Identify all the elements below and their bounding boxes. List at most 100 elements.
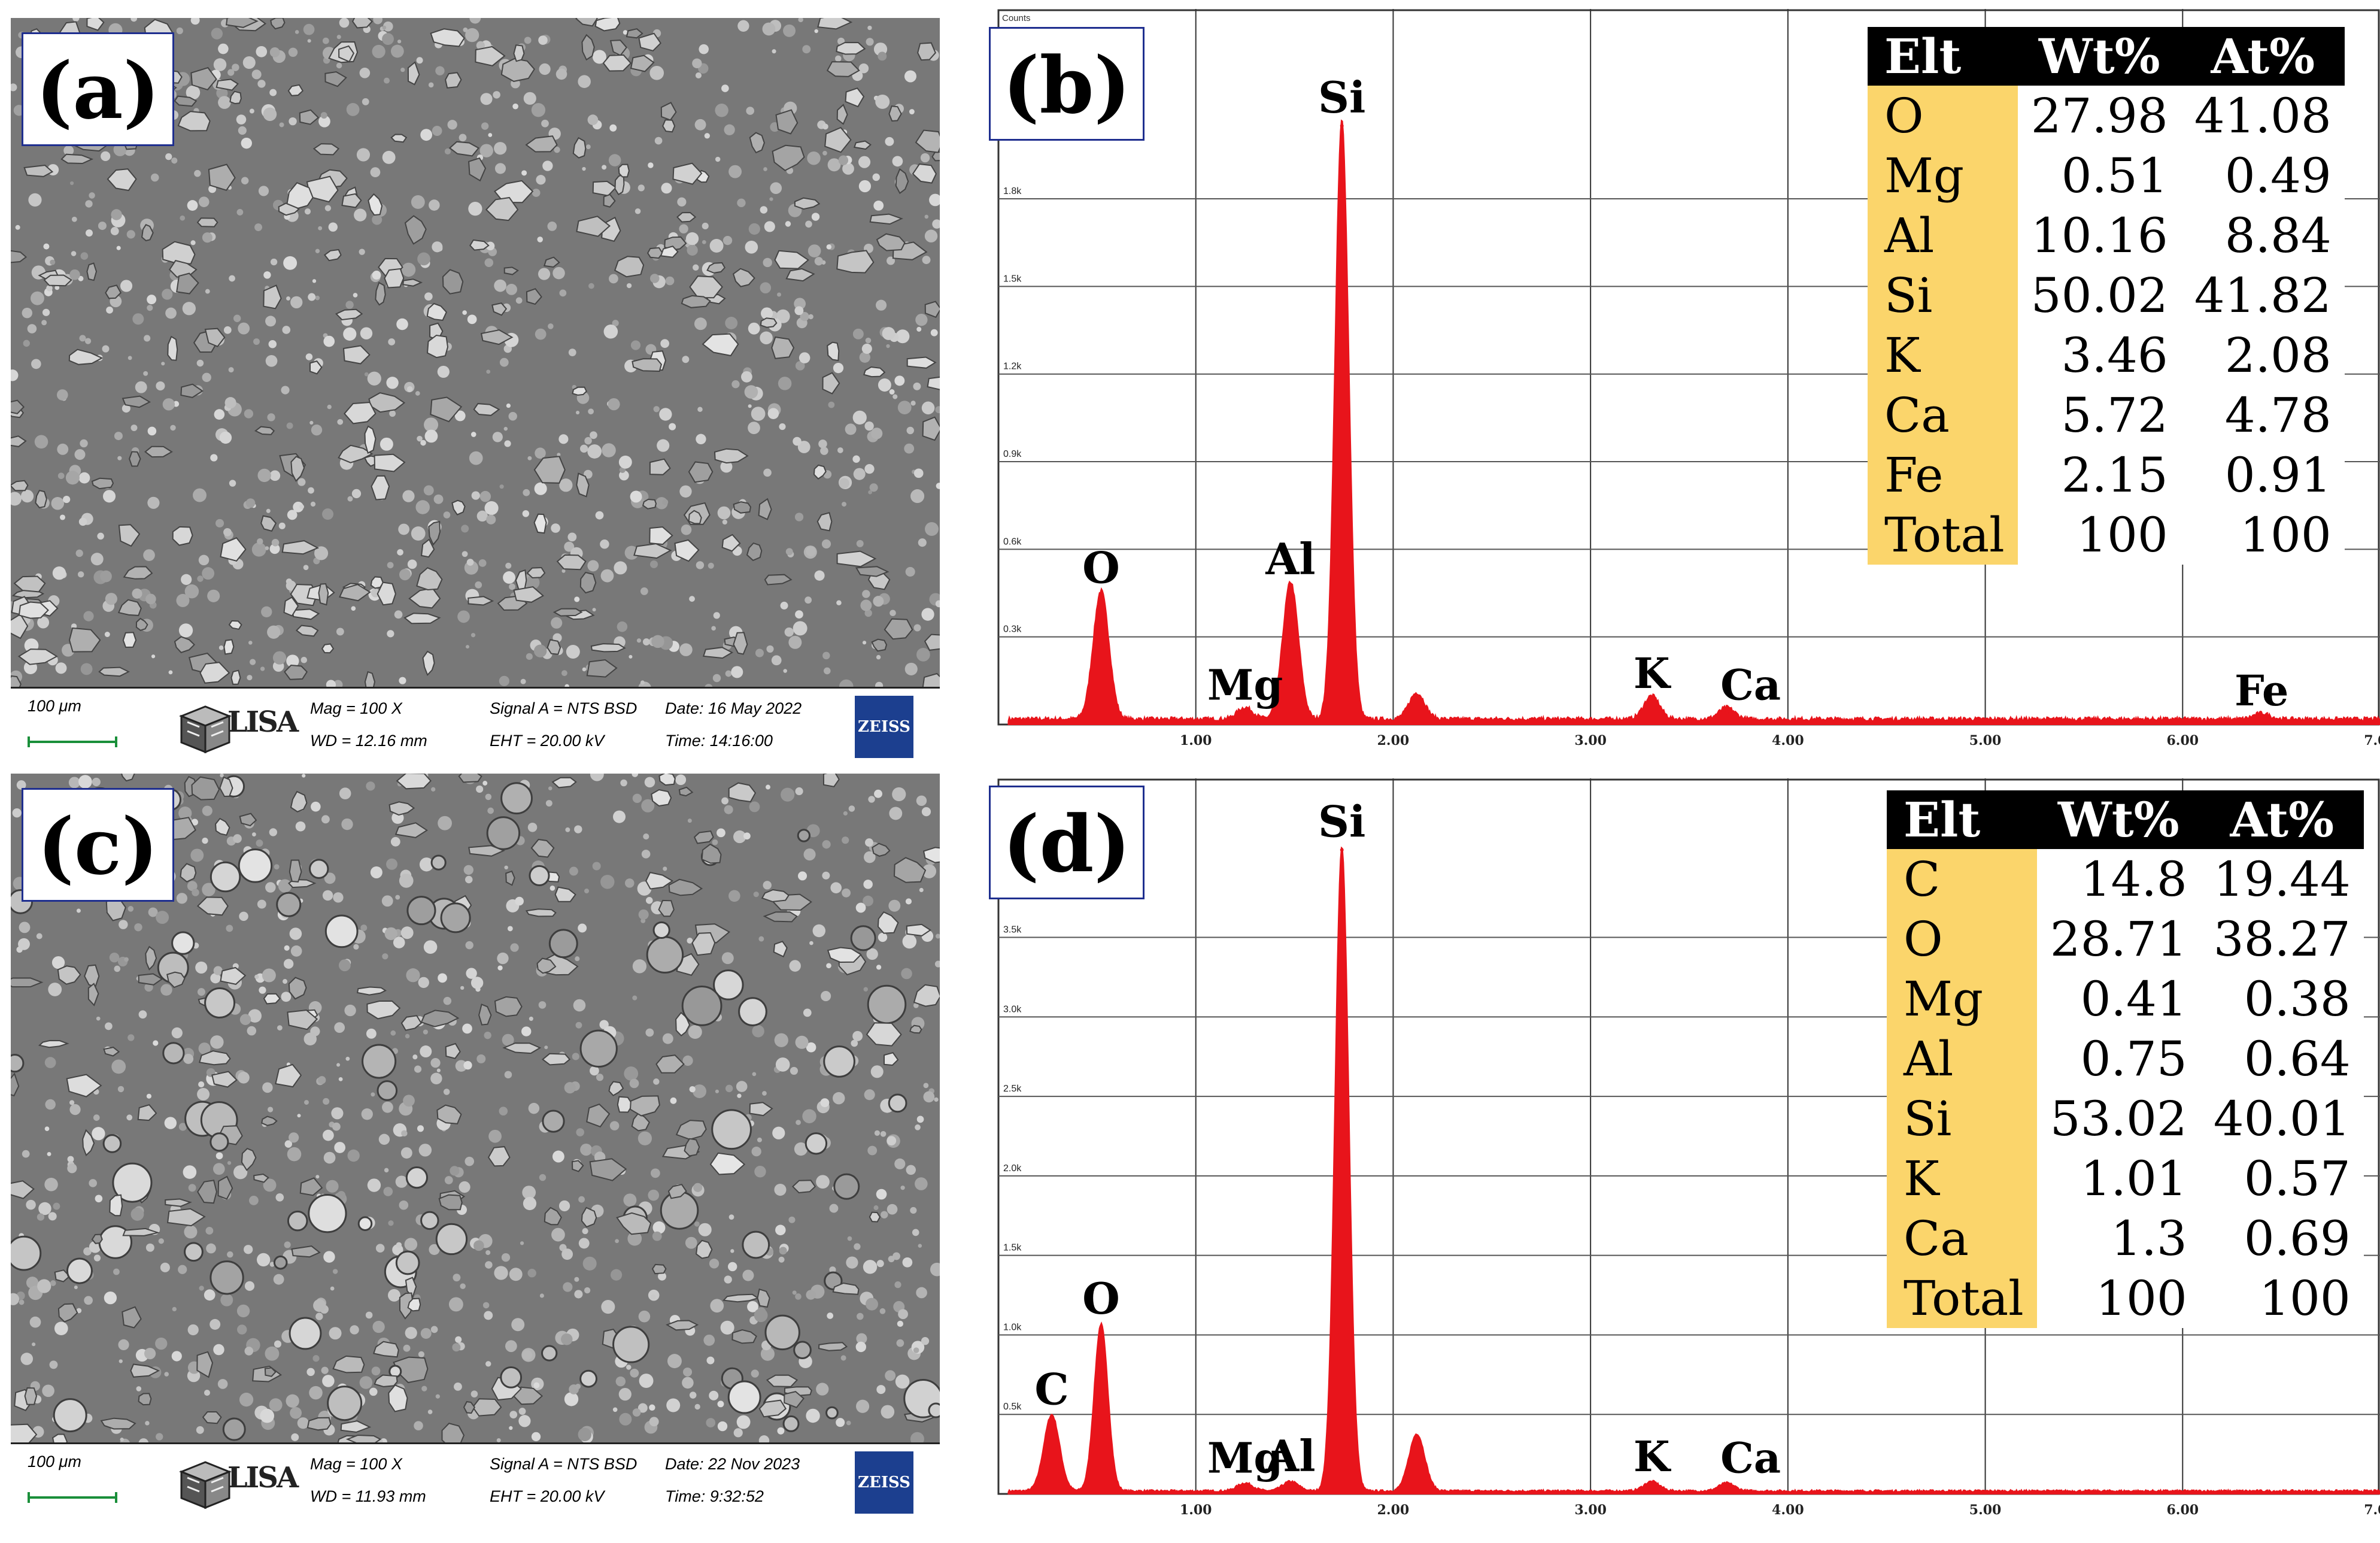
wt-cell: 27.98 (2017, 86, 2181, 145)
sem-databar-c: 100 μm LISA Mag = 100 X WD = 11.93 mm Si… (11, 1442, 940, 1519)
x-tick-label: 1.00 (1180, 1502, 1212, 1518)
sem-micrograph-c (11, 774, 940, 1444)
peak-point (1050, 1415, 1054, 1420)
wt-cell: 28.71 (2036, 909, 2200, 969)
table-row: K 1.01 0.57 (1887, 1148, 2364, 1208)
header-wt: Wt% (2036, 790, 2200, 849)
x-tick-label: 6.00 (2166, 733, 2199, 748)
wt-cell: 100 (2036, 1268, 2200, 1328)
at-cell: 38.27 (2200, 909, 2364, 969)
scale-text: 100 μm (28, 697, 81, 715)
table-row: Mg 0.51 0.49 (1868, 145, 2345, 205)
time-text: Time: 9:32:52 (665, 1487, 764, 1505)
table-row: O 27.98 41.08 (1868, 86, 2345, 145)
header-elt: Elt (1887, 790, 2037, 849)
table-row: Mg 0.41 0.38 (1887, 969, 2364, 1029)
y-tick-label: 0.9k (1003, 449, 1022, 459)
y-tick-label: 1.2k (1003, 362, 1022, 372)
sem-image-a: (a) 100 μm LISA Mag = 100 X WD = 12.16 m… (11, 18, 940, 763)
element-cell: Al (1887, 1029, 2037, 1089)
eds-spectrum-b: 0.3k 0.6k 0.9k 1.2k 1.5k 1.8k 1.00 2.00 3.00 4.00… (982, 9, 2380, 750)
table-header-row: Elt Wt% At% (1868, 27, 2345, 86)
lisa-cube-logo (178, 705, 232, 754)
at-cell: 0.91 (2181, 445, 2345, 505)
peak-point (1288, 585, 1292, 589)
x-tick-label: 4.00 (1772, 1502, 1804, 1518)
peak-label: O (1082, 1273, 1120, 1324)
element-cell: Total (1868, 505, 2018, 565)
panel-label-b: (b) (989, 27, 1145, 141)
scale-bar (28, 736, 117, 747)
peak-label: Si (1318, 796, 1365, 847)
y-tick-label: 1.0k (1003, 1322, 1022, 1332)
at-cell: 41.82 (2181, 265, 2345, 325)
at-cell: 19.44 (2200, 849, 2364, 909)
spectrum-area (1007, 119, 2380, 725)
time-text: Time: 14:16:00 (665, 732, 773, 750)
wt-cell: 50.02 (2017, 265, 2181, 325)
eds-spectrum-d: 0.5k 1.0k 1.5k 2.0k 2.5k 3.0k 3.5k 1.00 2.00 3.00… (982, 778, 2380, 1520)
wd-text: WD = 11.93 mm (310, 1487, 426, 1505)
peak-point (1650, 699, 1654, 703)
element-cell: K (1887, 1148, 2037, 1208)
element-cell: Mg (1868, 145, 2018, 205)
at-cell: 40.01 (2200, 1089, 2364, 1148)
peak-label: Al (1265, 533, 1315, 584)
peak-point (1099, 1325, 1103, 1329)
table-row: Al 10.16 8.84 (1868, 205, 2345, 265)
table-header-row: Elt Wt% At% (1887, 790, 2364, 849)
spectrum-area (1007, 846, 2380, 1495)
mag-text: Mag = 100 X (310, 699, 402, 717)
element-cell: O (1868, 86, 2018, 145)
lisa-logo-text: LISA (227, 705, 299, 739)
peak-label: Al (1265, 1430, 1315, 1481)
at-cell: 0.57 (2200, 1148, 2364, 1208)
peak-label: Si (1318, 72, 1365, 123)
element-cell: Si (1868, 265, 2018, 325)
peak-point (1340, 124, 1344, 128)
peak-label: O (1082, 542, 1120, 593)
wt-cell: 1.3 (2036, 1208, 2200, 1268)
date-text: Date: 22 Nov 2023 (665, 1455, 800, 1473)
element-cell: Si (1887, 1089, 2037, 1148)
element-cell: O (1887, 909, 2037, 969)
wt-cell: 2.15 (2017, 445, 2181, 505)
table-row: C 14.8 19.44 (1887, 849, 2364, 909)
y-tick-label: 3.5k (1003, 925, 1022, 935)
wt-cell: 0.51 (2017, 145, 2181, 205)
composition-table-d: Elt Wt% At% C 14.8 19.44 O 28.71 38.27 Mg 0.4… (1887, 790, 2364, 1328)
peak-point (2260, 717, 2264, 721)
at-cell: 100 (2181, 505, 2345, 565)
at-cell: 0.38 (2200, 969, 2364, 1029)
peak-label: Ca (1720, 1433, 1781, 1483)
eht-text: EHT = 20.00 kV (490, 732, 605, 750)
panel-label-a: (a) (22, 32, 174, 146)
x-tick-label: 7.00 (2364, 1502, 2380, 1518)
peak-point (1288, 1483, 1292, 1487)
y-tick-label: 0.5k (1003, 1402, 1022, 1412)
wt-cell: 100 (2017, 505, 2181, 565)
at-cell: 4.78 (2181, 385, 2345, 445)
table-row: Si 50.02 41.82 (1868, 265, 2345, 325)
x-tick-label: 3.00 (1574, 1502, 1607, 1518)
header-at: At% (2200, 790, 2364, 849)
peak-point (1243, 1484, 1247, 1488)
wt-cell: 53.02 (2036, 1089, 2200, 1148)
element-cell: C (1887, 849, 2037, 909)
peak-point (1650, 1483, 1654, 1487)
y-tick-label: 0.3k (1003, 625, 1022, 635)
peak-label: K (1634, 1432, 1671, 1481)
header-wt: Wt% (2017, 27, 2181, 86)
y-tick-label: 2.5k (1003, 1084, 1022, 1094)
y-tick-label: 0.6k (1003, 536, 1022, 547)
y-tick-label: 1.5k (1003, 274, 1022, 284)
eht-text: EHT = 20.00 kV (490, 1487, 605, 1505)
zeiss-logo: ZEISS (855, 1451, 913, 1514)
composition-table-b: Elt Wt% At% O 27.98 41.08 Mg 0.51 0.49 Al 10.… (1868, 27, 2345, 565)
table-row: K 3.46 2.08 (1868, 325, 2345, 385)
zeiss-logo: ZEISS (855, 696, 913, 758)
peak-point (1243, 711, 1247, 715)
table-row: O 28.71 38.27 (1887, 909, 2364, 969)
axis-corner-label: Counts (1002, 13, 1031, 23)
sem-databar-a: 100 μm LISA Mag = 100 X WD = 12.16 mm Si… (11, 687, 940, 763)
